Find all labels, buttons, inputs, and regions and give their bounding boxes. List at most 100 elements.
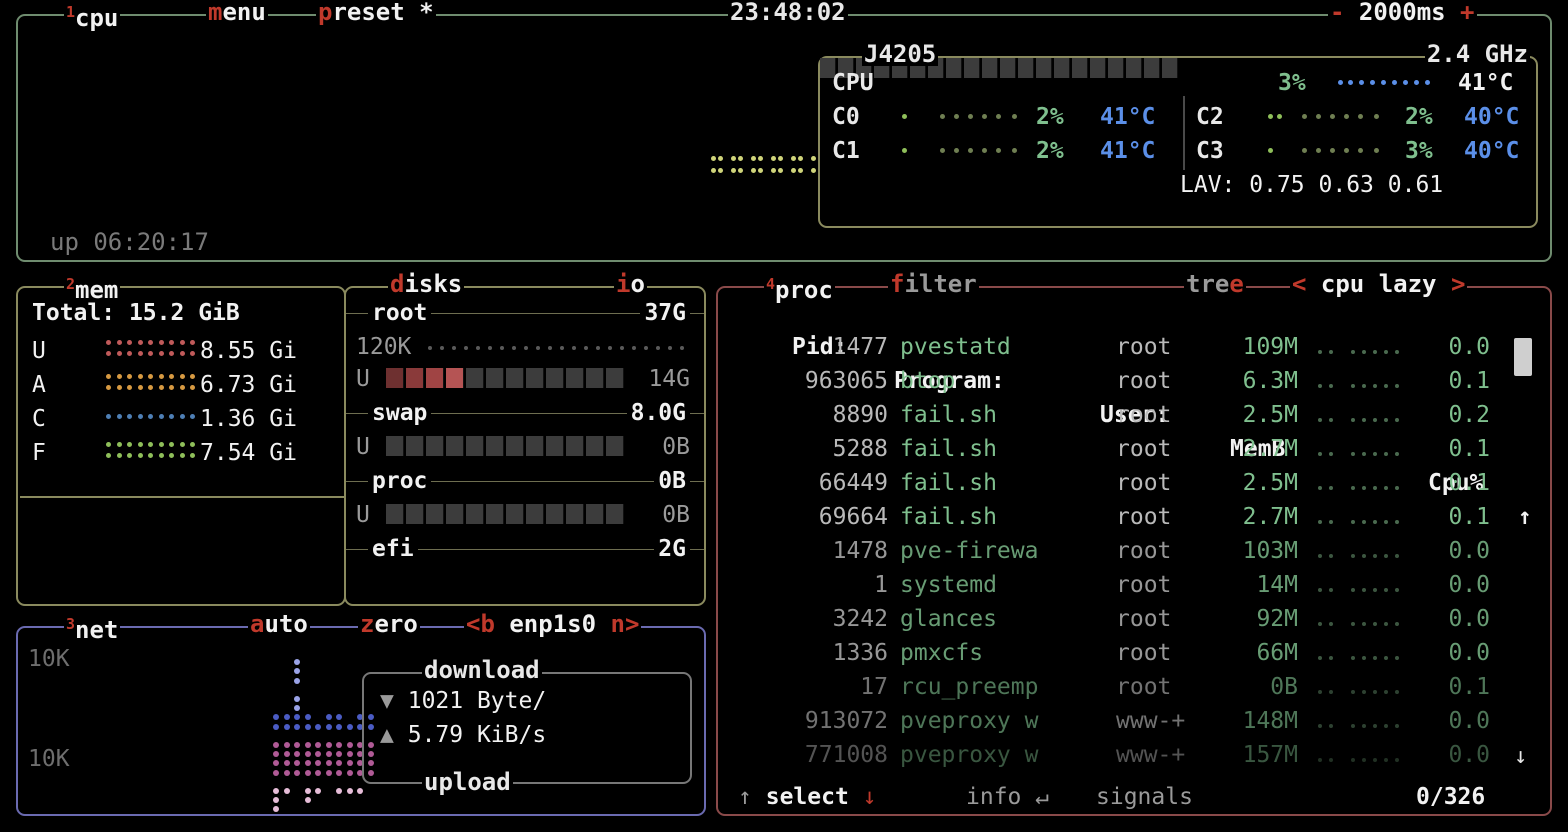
proc-panel-title[interactable]: 4proc (764, 272, 835, 302)
cpu-frequency: 2.4 GHz (1424, 40, 1530, 68)
meter-block (606, 368, 624, 388)
col-header-user[interactable]: User: (1100, 402, 1170, 428)
proc-cpu-graph (1318, 432, 1418, 466)
proc-row[interactable]: 17 rcu_preemp root 0B 0.1 (718, 670, 1518, 704)
proc-cpu-graph (1318, 704, 1418, 738)
proc-program: rcu_preemp (900, 674, 1039, 700)
net-zero-toggle[interactable]: zero (358, 612, 420, 636)
net-upload-point (325, 751, 332, 758)
net-iface-selector[interactable]: <b enp1s0 n> (464, 610, 642, 638)
col-header-memb[interactable]: MemB (1230, 436, 1286, 462)
meter-block (406, 368, 424, 388)
meter-block (486, 368, 504, 388)
col-header-program[interactable]: Program: (894, 368, 1005, 394)
proc-row[interactable]: 3242 glances root 92M 0.0 (718, 602, 1518, 636)
proc-row[interactable]: 8890 fail.sh root 2.5M 0.2 (718, 398, 1518, 432)
iface-prev-button[interactable]: <b (466, 610, 495, 638)
clock: 23:48:02 (728, 0, 848, 26)
meter-block (446, 436, 464, 456)
disk-used-meter (386, 436, 626, 460)
sort-prev-button[interactable]: < (1292, 270, 1307, 298)
interval-control[interactable]: - 2000ms + (1328, 0, 1477, 24)
proc-row[interactable]: 66449 fail.sh root 2.5M 0.1 (718, 466, 1518, 500)
cpu-panel-label: cpu (75, 4, 119, 32)
net-panel-label: net (75, 616, 119, 644)
meter-block (406, 436, 424, 456)
meter-block (426, 504, 444, 524)
disk-rule (346, 413, 704, 414)
proc-sort-selector[interactable]: < cpu lazy > (1290, 270, 1468, 298)
proc-mem: 157M (1242, 742, 1298, 768)
proc-row[interactable]: 5288 fail.sh root 2.7M 0.1 (718, 432, 1518, 466)
proc-scroll-down-icon[interactable]: ↓ (1514, 744, 1528, 769)
proc-pid: 1 (874, 572, 888, 598)
disk-used-row: U 14G (346, 362, 704, 396)
net-upload-point (357, 788, 363, 794)
proc-row[interactable]: 1477 pvestatd root 109M 0.0 (718, 330, 1518, 364)
core-graph-3 (1268, 148, 1418, 158)
col-header-cpu[interactable]: Cpu% (1428, 470, 1484, 496)
meter-block (586, 504, 604, 524)
meter-block (964, 58, 980, 78)
interval-minus-button[interactable]: - (1330, 0, 1345, 26)
sort-next-button[interactable] (1437, 270, 1451, 298)
interval-plus-button[interactable]: + (1445, 0, 1475, 26)
proc-cpu: 0.1 (1448, 368, 1490, 394)
net-upload-point (315, 760, 321, 767)
proc-cpu-graph (1318, 466, 1418, 500)
select-down-arrow[interactable]: ↓ (862, 784, 877, 810)
cpu-preset-button[interactable]: preset * (316, 0, 436, 24)
iface-next-button[interactable] (596, 610, 610, 638)
proc-tree-toggle[interactable]: tree (1184, 272, 1246, 296)
net-download-point (325, 714, 332, 721)
core-temp-1: 41°C (1100, 138, 1156, 164)
disks-io-toggle[interactable]: io (614, 272, 647, 296)
auto-label: uto (264, 610, 308, 638)
proc-cpu: 0.0 (1448, 334, 1490, 360)
proc-filter-input[interactable]: filter (888, 272, 979, 296)
net-panel-title[interactable]: 3net (64, 612, 121, 644)
iface-next-label[interactable]: n> (610, 610, 640, 638)
proc-row[interactable]: 1478 pve-firewa root 103M 0.0 (718, 534, 1518, 568)
net-upload-point (304, 797, 311, 804)
cpu-menu-button[interactable]: menu (206, 0, 268, 24)
proc-row[interactable]: 963065 btop root 6.3M 0.1 (718, 364, 1518, 398)
net-auto-toggle[interactable]: auto (248, 612, 310, 636)
proc-user: root (1116, 606, 1172, 632)
disk-used-label: U (356, 366, 370, 392)
proc-cpu: 0.0 (1448, 606, 1490, 632)
status-signals[interactable]: signals (1096, 784, 1193, 810)
net-download-point (294, 659, 300, 666)
sort-direction-arrow[interactable]: ↑ (1518, 504, 1532, 530)
disk-used-row: U 0B (346, 430, 704, 464)
net-upload-point (273, 742, 279, 748)
proc-row[interactable]: 69664 fail.sh root 2.7M 0.1 (718, 500, 1518, 534)
proc-scrollbar-track[interactable] (1514, 336, 1532, 760)
cpu-panel-title[interactable]: 1cpu (64, 0, 121, 32)
select-down-icon[interactable] (849, 784, 863, 810)
disk-used-value: 0B (662, 434, 690, 460)
disks-panel-title[interactable]: disks (388, 272, 465, 296)
mem-row: U 8.55 Gi (18, 334, 348, 368)
sort-next-label[interactable]: > (1450, 270, 1466, 298)
auto-hotkey: a (250, 610, 265, 638)
net-upload-point (357, 751, 363, 758)
proc-mem: 2.5M (1242, 402, 1298, 428)
proc-cpu: 0.1 (1448, 470, 1490, 496)
select-up-icon[interactable]: ↑ (738, 784, 752, 810)
proc-row[interactable]: 1336 pmxcfs root 66M 0.0 (718, 636, 1518, 670)
mem-row: F 7.54 Gi (18, 436, 348, 470)
proc-program: pveproxy w (900, 708, 1039, 734)
status-info[interactable]: info ↵ (966, 780, 1049, 814)
info-label: info (966, 784, 1022, 810)
mem-total: Total: 15.2 GiB (32, 296, 240, 330)
status-select[interactable]: ↑ select ↓ (738, 780, 877, 814)
proc-user: root (1116, 572, 1172, 598)
proc-scrollbar-thumb[interactable] (1514, 338, 1532, 376)
proc-row[interactable]: 1 systemd root 14M 0.0 (718, 568, 1518, 602)
proc-row[interactable]: 913072 pveproxy w www-+ 148M 0.0 (718, 704, 1518, 738)
col-header-pid[interactable]: Pid: (792, 334, 848, 360)
meter-block (426, 368, 444, 388)
proc-row[interactable]: 771008 pveproxy w www-+ 157M 0.0 (718, 738, 1518, 772)
mem-panel-title[interactable]: 2mem (64, 272, 121, 302)
